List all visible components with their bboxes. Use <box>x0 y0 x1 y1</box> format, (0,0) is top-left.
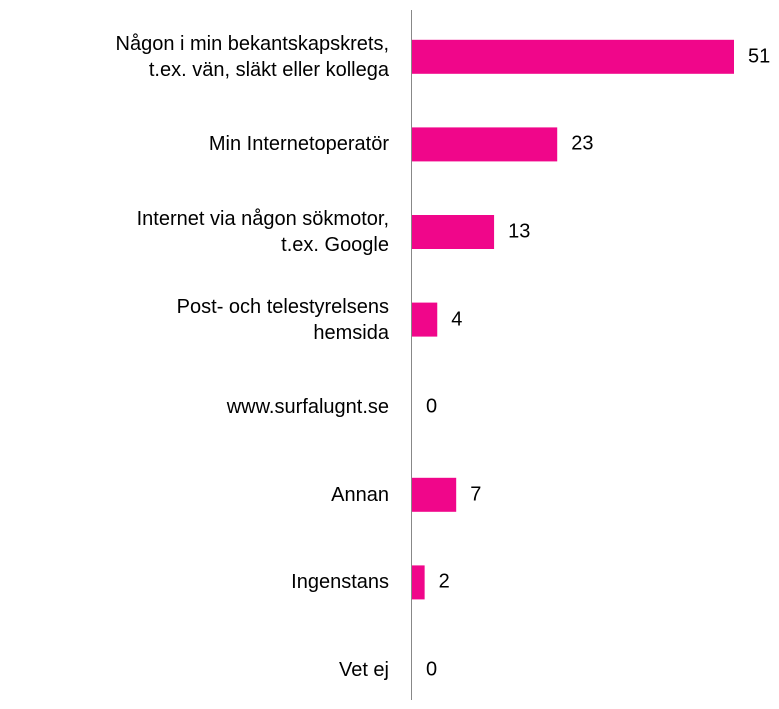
value-label: 51 <box>748 45 771 68</box>
category-label: Internet via någon sökmotor, t.ex. Googl… <box>136 208 389 256</box>
value-label: 4 <box>451 308 463 331</box>
bar <box>412 127 558 162</box>
category-label: www.surfalugnt.se <box>226 396 389 419</box>
category-label: Ingenstans <box>291 571 389 594</box>
bar <box>412 215 495 249</box>
bar <box>412 565 425 600</box>
category-label: Annan <box>331 483 389 506</box>
bar <box>412 39 734 74</box>
category-label: Post- och telestyrelsens hemsida <box>176 295 389 344</box>
value-label: 0 <box>426 658 438 681</box>
value-label: 0 <box>426 395 438 418</box>
category-label: Min Internetoperatör <box>208 133 389 156</box>
value-label: 2 <box>438 570 450 593</box>
value-label: 13 <box>508 220 531 243</box>
value-label: 7 <box>470 483 482 506</box>
bar <box>412 302 438 337</box>
category-label: Vet ej <box>338 659 389 681</box>
value-label: 23 <box>571 132 594 155</box>
category-label: Någon i min bekantskapskrets, t.ex. vän,… <box>115 32 389 81</box>
bar <box>412 477 457 512</box>
